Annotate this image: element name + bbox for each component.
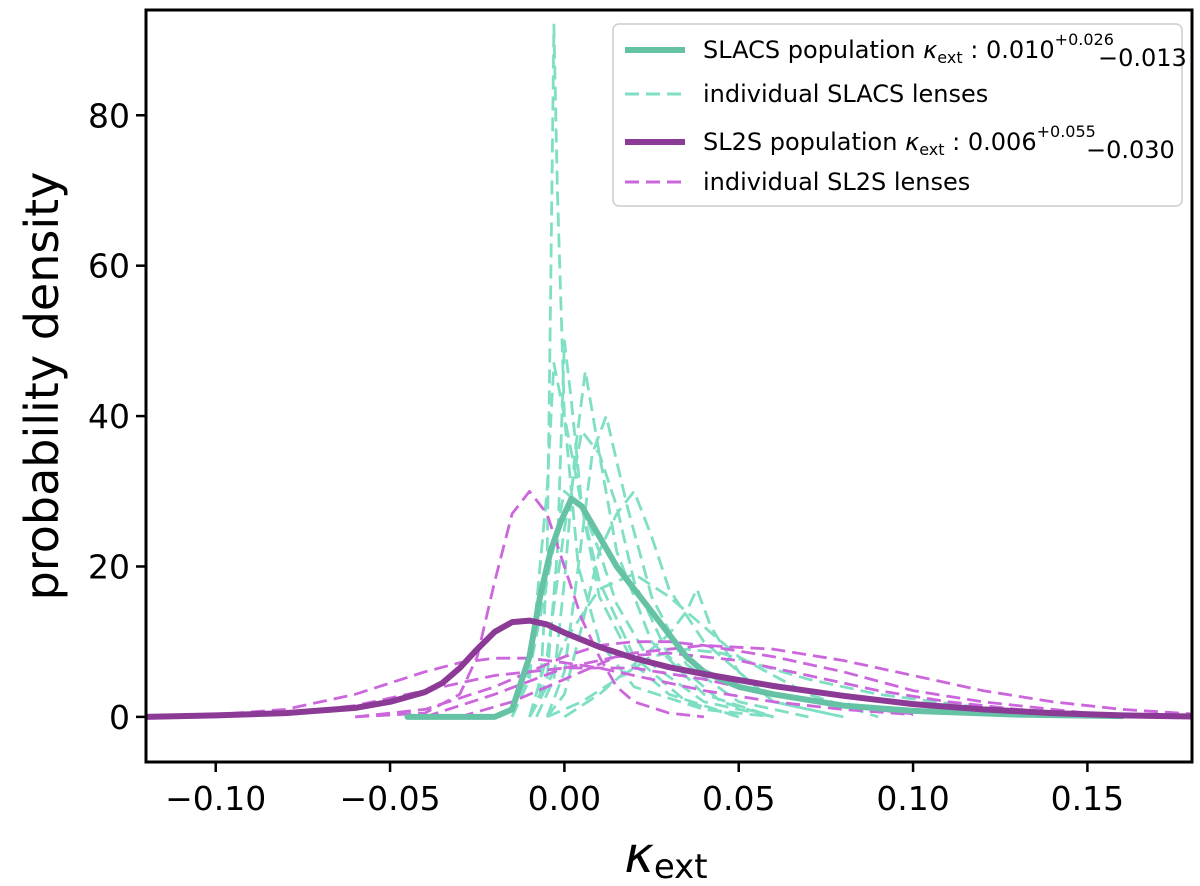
series-individual-slacs-11	[546, 647, 1192, 719]
legend-label-slacs-individual: individual SLACS lenses	[703, 80, 988, 108]
y-tick-label: 80	[88, 96, 130, 135]
legend-box	[612, 23, 1183, 207]
plot-frame	[144, 8, 1194, 764]
series-individual-sl2s-1	[355, 489, 705, 719]
x-tick-label: −0.10	[165, 779, 266, 818]
series-individual-slacs-8	[528, 572, 879, 719]
legend-label-sl2s-individual: individual SL2S lenses	[703, 168, 970, 196]
x-axis-label: κext	[624, 826, 707, 886]
x-tick-label: 0.10	[876, 779, 949, 818]
legend-label-slacs-population: SLACS population κext : 0.010+0.026	[703, 30, 1114, 67]
legend-label-sl2s-population-lower: −0.030	[1086, 136, 1175, 164]
y-tick-label: 40	[88, 397, 130, 436]
legend-label-slacs-population-lower: −0.013	[1098, 44, 1187, 72]
series-individual-sl2s-5	[459, 651, 1088, 719]
series-individual-slacs-9	[563, 587, 844, 719]
x-tick-label: −0.05	[339, 779, 440, 818]
series-layer	[146, 23, 1192, 720]
series-individual-slacs-3	[510, 361, 740, 719]
y-tick-label: 60	[88, 247, 130, 286]
series-individual-slacs-7	[545, 489, 844, 719]
y-axis: 0 20 40 60 80	[88, 96, 146, 737]
series-individual-slacs-10	[510, 489, 774, 719]
series-slacs-population	[404, 495, 1126, 720]
legend-label-sl2s-population: SL2S population κext : 0.006+0.055	[703, 122, 1096, 159]
x-tick-label: 0.15	[1051, 779, 1124, 818]
x-tick-label: 0.05	[702, 779, 775, 818]
y-axis-label: probability density	[15, 172, 69, 601]
legend: SLACS population κext : 0.010+0.026 −0.0…	[612, 23, 1187, 207]
series-individual-sl2s-3	[355, 640, 1192, 719]
y-tick-label: 0	[109, 698, 130, 737]
y-tick-label: 20	[88, 547, 130, 586]
series-sl2s-population	[146, 617, 1192, 720]
x-axis: −0.10 −0.05 0.00 0.05 0.10 0.15	[165, 762, 1124, 818]
x-tick-label: 0.00	[528, 779, 601, 818]
series-individual-sl2s-4	[424, 644, 1192, 719]
